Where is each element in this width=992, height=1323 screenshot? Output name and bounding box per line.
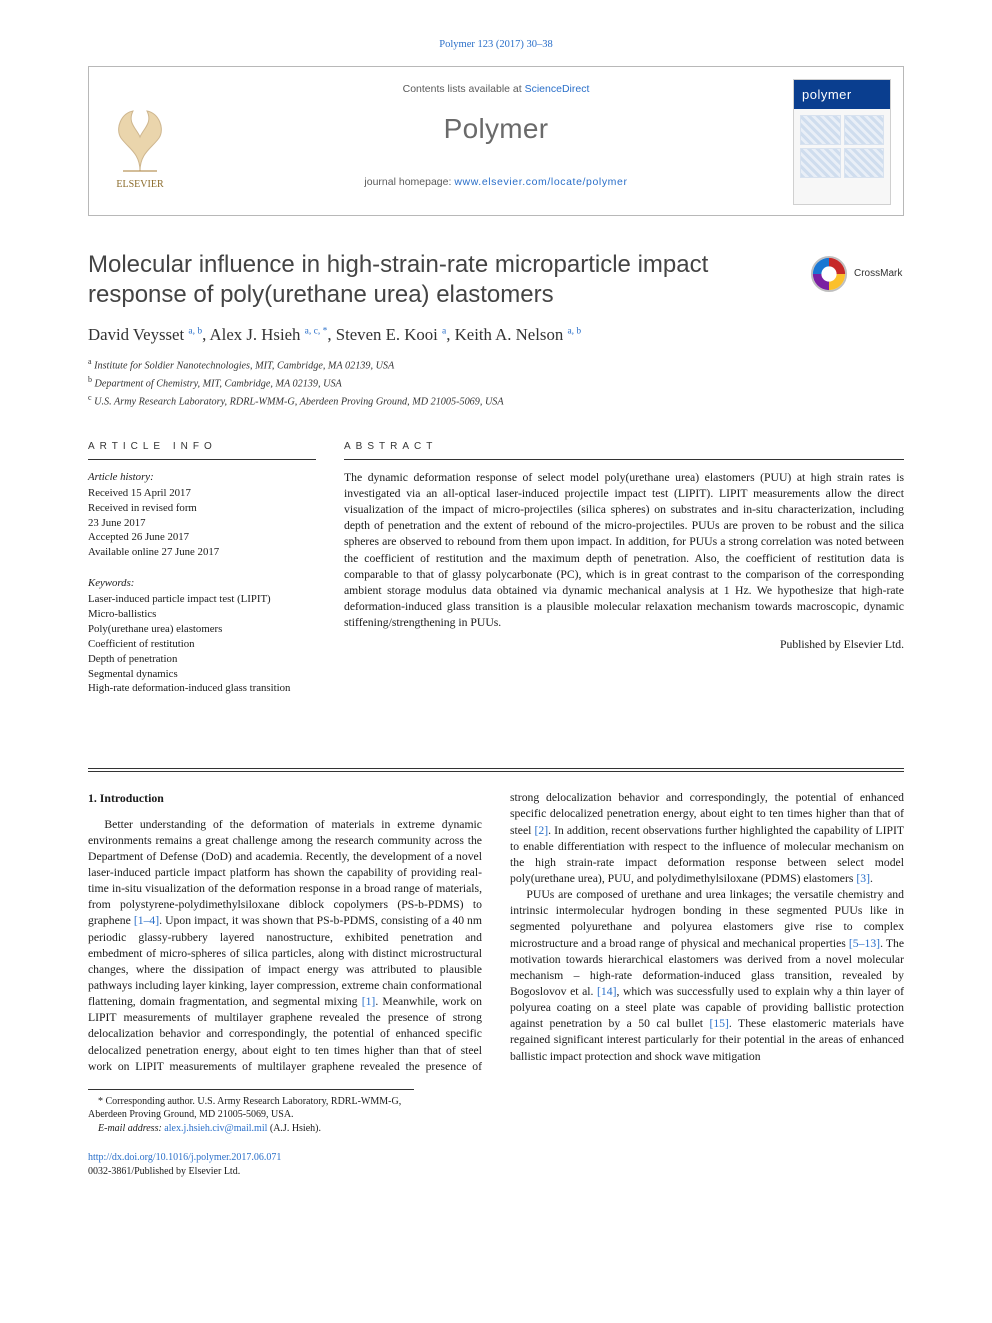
body-text: PUUs are composed of urethane and urea l…	[510, 888, 904, 949]
journal-cover-thumb: polymer	[793, 79, 891, 205]
email-line: E-mail address: alex.j.hsieh.civ@mail.mi…	[88, 1122, 414, 1136]
affiliation-a: a Institute for Soldier Nanotechnologies…	[88, 356, 904, 374]
history-line: Received 15 April 2017	[88, 486, 316, 501]
ref-link[interactable]: [5–13]	[849, 937, 880, 950]
history-line: Accepted 26 June 2017	[88, 530, 316, 545]
body-text: .	[870, 872, 873, 885]
history-line: 23 June 2017	[88, 516, 316, 531]
intro-para-2: PUUs are composed of urethane and urea l…	[510, 887, 904, 1065]
affiliation-text: U.S. Army Research Laboratory, RDRL-WMM-…	[94, 396, 504, 407]
journal-homepage-line: journal homepage: www.elsevier.com/locat…	[89, 176, 903, 190]
keyword: Coefficient of restitution	[88, 637, 316, 652]
affiliation-text: Institute for Soldier Nanotechnologies, …	[94, 360, 394, 371]
cover-swatch	[844, 115, 885, 145]
article-title: Molecular influence in high-strain-rate …	[88, 250, 904, 310]
ref-link[interactable]: [14]	[597, 985, 616, 998]
body-text: Better understanding of the deformation …	[88, 818, 482, 928]
keywords-block: Keywords: Laser-induced particle impact …	[88, 576, 316, 696]
doi-link[interactable]: http://dx.doi.org/10.1016/j.polymer.2017…	[88, 1152, 281, 1163]
article-info-heading: ARTICLE INFO	[88, 440, 316, 460]
history-line: Received in revised form	[88, 501, 316, 516]
contents-lists-line: Contents lists available at ScienceDirec…	[89, 67, 903, 97]
keyword: Depth of penetration	[88, 652, 316, 667]
section-heading-introduction: 1. Introduction	[88, 790, 482, 806]
body-two-column: 1. Introduction Better understanding of …	[88, 790, 904, 1075]
abstract-block: ABSTRACT The dynamic deformation respons…	[344, 440, 904, 713]
journal-name: Polymer	[89, 111, 903, 148]
article-info-block: ARTICLE INFO Article history: Received 1…	[88, 440, 316, 713]
ref-link[interactable]: [3]	[856, 872, 870, 885]
abstract-heading: ABSTRACT	[344, 440, 904, 460]
ref-link[interactable]: [1–4]	[134, 914, 159, 927]
homepage-label: journal homepage:	[364, 176, 454, 188]
keyword: High-rate deformation-induced glass tran…	[88, 681, 316, 696]
keyword: Micro-ballistics	[88, 607, 316, 622]
ref-link[interactable]: [1]	[362, 995, 376, 1008]
article-history: Article history: Received 15 April 2017 …	[88, 470, 316, 560]
footnotes-block: * Corresponding author. U.S. Army Resear…	[88, 1089, 414, 1136]
bottom-meta: http://dx.doi.org/10.1016/j.polymer.2017…	[88, 1151, 904, 1179]
cover-swatch	[800, 115, 841, 145]
corresponding-author-note: * Corresponding author. U.S. Army Resear…	[88, 1095, 414, 1122]
ref-link[interactable]: [15]	[709, 1017, 728, 1030]
cover-banner-word: polymer	[794, 80, 890, 109]
elsevier-tree-logo: ELSEVIER	[103, 93, 177, 193]
citation-line: Polymer 123 (2017) 30–38	[88, 38, 904, 52]
keyword: Segmental dynamics	[88, 667, 316, 682]
contents-text: Contents lists available at	[403, 83, 525, 95]
issn-line: 0032-3861/Published by Elsevier Ltd.	[88, 1165, 904, 1179]
journal-masthead: ELSEVIER Contents lists available at Sci…	[88, 66, 904, 216]
keyword: Laser-induced particle impact test (LIPI…	[88, 592, 316, 607]
email-label: E-mail address:	[98, 1123, 164, 1134]
affiliations: a Institute for Soldier Nanotechnologies…	[88, 356, 904, 410]
cover-swatch	[800, 148, 841, 178]
homepage-url[interactable]: www.elsevier.com/locate/polymer	[454, 176, 627, 188]
email-tail: (A.J. Hsieh).	[267, 1123, 321, 1134]
body-text: . In addition, recent observations furth…	[510, 824, 904, 885]
email-link[interactable]: alex.j.hsieh.civ@mail.mil	[164, 1123, 267, 1134]
crossmark-icon	[810, 255, 848, 293]
published-by: Published by Elsevier Ltd.	[344, 637, 904, 652]
affiliation-b: b Department of Chemistry, MIT, Cambridg…	[88, 374, 904, 392]
crossmark-badge[interactable]: CrossMark	[810, 254, 906, 294]
author-list: David Veysset a, b, Alex J. Hsieh a, c, …	[88, 324, 904, 346]
article-history-label: Article history:	[88, 470, 316, 485]
keywords-label: Keywords:	[88, 576, 316, 591]
elsevier-word: ELSEVIER	[116, 179, 164, 190]
keyword: Poly(urethane urea) elastomers	[88, 622, 316, 637]
affiliation-c: c U.S. Army Research Laboratory, RDRL-WM…	[88, 392, 904, 410]
sciencedirect-link[interactable]: ScienceDirect	[525, 83, 590, 95]
history-line: Available online 27 June 2017	[88, 545, 316, 560]
title-text: Molecular influence in high-strain-rate …	[88, 251, 708, 308]
abstract-text: The dynamic deformation response of sele…	[344, 470, 904, 631]
crossmark-label: CrossMark	[854, 268, 902, 281]
ref-link[interactable]: [2]	[534, 824, 548, 837]
cover-swatch	[844, 148, 885, 178]
affiliation-text: Department of Chemistry, MIT, Cambridge,…	[95, 378, 342, 389]
section-divider	[88, 768, 904, 772]
